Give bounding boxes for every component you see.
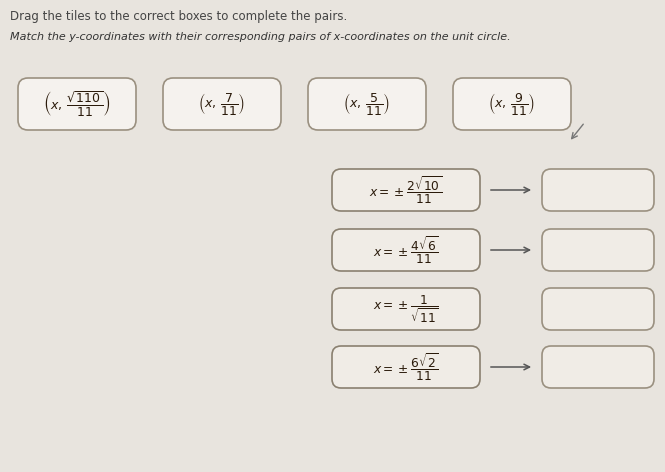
- Text: $\left(x,\, \dfrac{\sqrt{110}}{11}\right)$: $\left(x,\, \dfrac{\sqrt{110}}{11}\right…: [43, 89, 111, 119]
- FancyBboxPatch shape: [332, 346, 480, 388]
- Text: $x = \pm\dfrac{4\sqrt{6}}{11}$: $x = \pm\dfrac{4\sqrt{6}}{11}$: [373, 234, 439, 266]
- FancyBboxPatch shape: [542, 346, 654, 388]
- FancyBboxPatch shape: [332, 288, 480, 330]
- Text: $\left(x,\, \dfrac{9}{11}\right)$: $\left(x,\, \dfrac{9}{11}\right)$: [489, 91, 535, 117]
- FancyBboxPatch shape: [18, 78, 136, 130]
- FancyBboxPatch shape: [542, 229, 654, 271]
- FancyBboxPatch shape: [163, 78, 281, 130]
- FancyBboxPatch shape: [542, 169, 654, 211]
- Text: $\left(x,\, \dfrac{5}{11}\right)$: $\left(x,\, \dfrac{5}{11}\right)$: [343, 91, 390, 117]
- FancyBboxPatch shape: [332, 229, 480, 271]
- Text: Match the y-coordinates with their corresponding pairs of x-coordinates on the u: Match the y-coordinates with their corre…: [10, 32, 511, 42]
- FancyBboxPatch shape: [542, 288, 654, 330]
- Text: Drag the tiles to the correct boxes to complete the pairs.: Drag the tiles to the correct boxes to c…: [10, 10, 347, 23]
- Text: $x = \pm\dfrac{6\sqrt{2}}{11}$: $x = \pm\dfrac{6\sqrt{2}}{11}$: [373, 351, 439, 383]
- FancyBboxPatch shape: [308, 78, 426, 130]
- FancyBboxPatch shape: [453, 78, 571, 130]
- Text: $\left(x,\, \dfrac{7}{11}\right)$: $\left(x,\, \dfrac{7}{11}\right)$: [198, 91, 245, 117]
- Text: $x = \pm\dfrac{1}{\sqrt{11}}$: $x = \pm\dfrac{1}{\sqrt{11}}$: [373, 293, 439, 325]
- FancyBboxPatch shape: [332, 169, 480, 211]
- Text: $x = \pm\dfrac{2\sqrt{10}}{11}$: $x = \pm\dfrac{2\sqrt{10}}{11}$: [369, 174, 443, 206]
